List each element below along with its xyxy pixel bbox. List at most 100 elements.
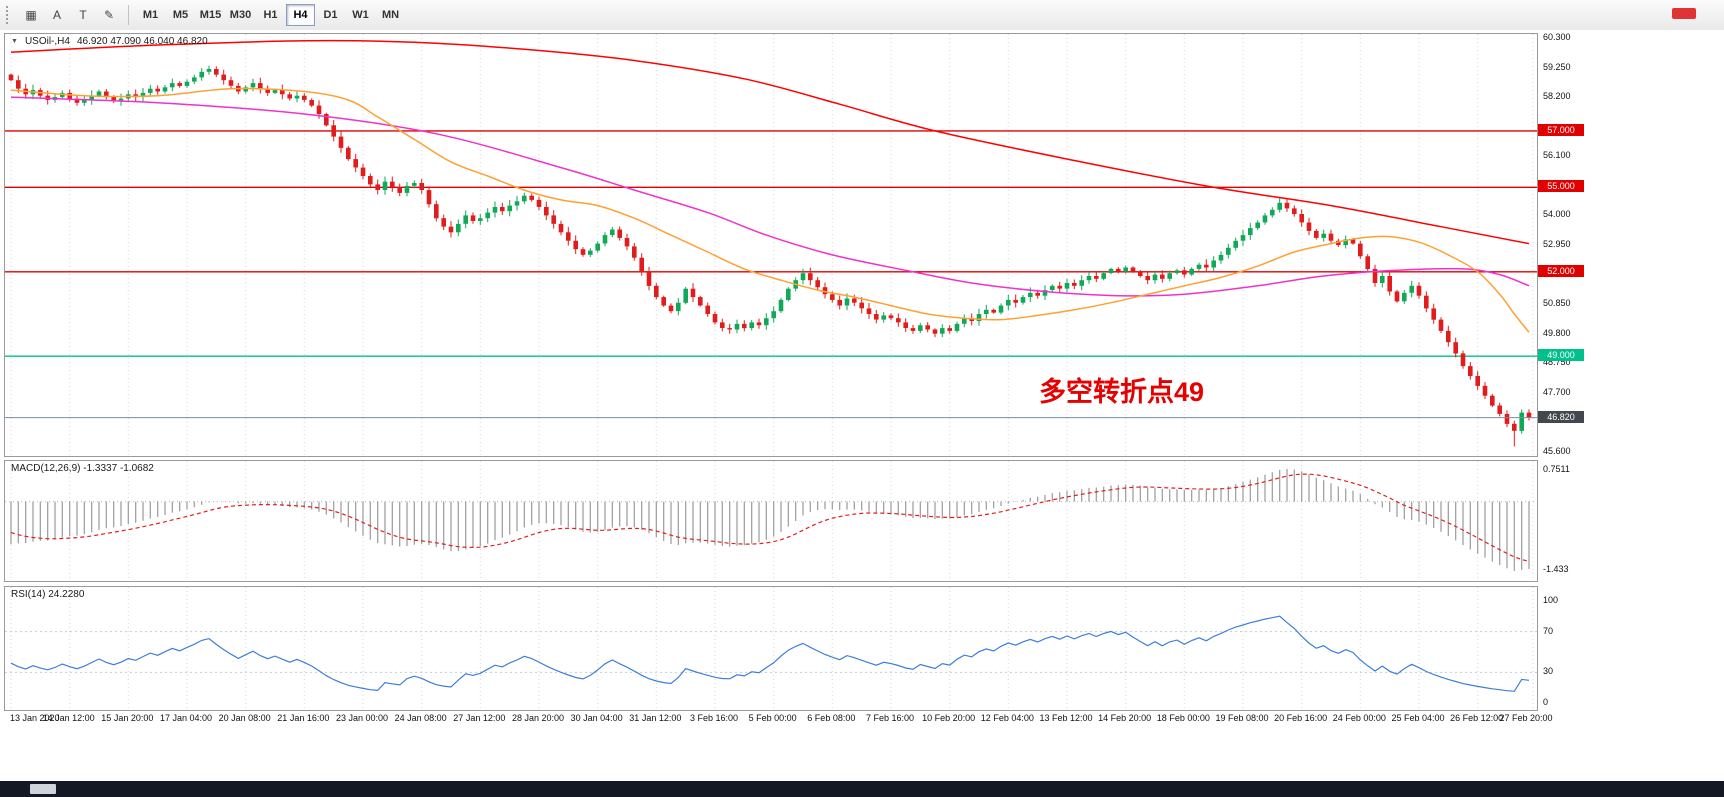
price-axis-label: 52.950: [1543, 239, 1571, 249]
macd-label-text: MACD(12,26,9) -1.3337 -1.0682: [11, 463, 154, 474]
time-axis-label: 18 Feb 00:00: [1156, 713, 1210, 723]
time-axis-label: 15 Jan 20:00: [101, 713, 154, 723]
time-axis-label: 26 Feb 12:00: [1450, 713, 1504, 723]
price-line-tag: 49.000: [1538, 349, 1584, 362]
time-axis-label: 30 Jan 04:00: [570, 713, 623, 723]
price-line-tag: 55.000: [1538, 180, 1584, 193]
time-axis-label: 12 Feb 04:00: [980, 713, 1034, 723]
time-axis-label: 28 Jan 20:00: [511, 713, 565, 723]
price-chart-canvas[interactable]: [5, 34, 1537, 456]
price-axis-label: 54.000: [1543, 209, 1571, 220]
chart-window: ▼ USOil-,H4 46.920 47.090 46.040 46.820 …: [0, 30, 1724, 781]
gridlines: [10, 587, 1534, 710]
rsi-canvas[interactable]: [5, 587, 1537, 710]
price-axis-label: 45.600: [1543, 446, 1571, 456]
timeframe-button-m1[interactable]: M1: [142, 9, 159, 21]
price-axis: 60.300 59.250 58.200 56.100 54.000 52.950 50.8…: [1538, 30, 1724, 781]
time-axis-label: 25 Feb 04:00: [1391, 713, 1445, 723]
ma-medium-line: [10, 96, 1530, 297]
toolbar: ▦ A T ✎ M1 M5 M15 M30 H1 H4 D1 W1 MN: [0, 0, 1724, 31]
notification-icon: [1672, 8, 1696, 19]
time-axis-label: 10 Feb 20:00: [922, 713, 976, 723]
time-axis-label: 5 Feb 00:00: [748, 713, 797, 723]
time-axis-label: 17 Jan 04:00: [159, 713, 213, 723]
price-axis-label: 60.300: [1543, 32, 1571, 42]
rsi-axis-label: 70: [1543, 625, 1554, 636]
rsi-label: RSI(14) 24.2280: [11, 589, 84, 600]
price-axis-label: 49.800: [1543, 327, 1571, 338]
gridlines: [10, 34, 1534, 456]
candlestick-series: [8, 65, 1532, 447]
time-axis-label: 23 Jan 00:00: [335, 713, 389, 723]
ma-slow-line: [10, 39, 1530, 245]
time-axis-label: 13 Feb 12:00: [1039, 713, 1093, 723]
text-tool-icon[interactable]: T: [79, 8, 87, 22]
time-axis-label: 31 Jan 12:00: [629, 713, 682, 723]
time-axis-label: 27 Feb 20:00: [1499, 713, 1553, 723]
time-axis-label: 27 Jan 12:00: [453, 713, 506, 723]
macd-histogram: [10, 469, 1530, 571]
font-label-icon[interactable]: A: [52, 8, 61, 22]
tile-windows-icon[interactable]: ▦: [25, 8, 37, 22]
macd-canvas[interactable]: [5, 461, 1537, 581]
time-axis-label: 24 Jan 08:00: [394, 713, 447, 723]
toolbar-divider: [128, 5, 129, 25]
price-axis-label: 56.100: [1543, 150, 1571, 161]
taskbar[interactable]: [0, 781, 1724, 797]
price-axis-label: 58.200: [1543, 91, 1571, 102]
rsi-indicator-panel: RSI(14) 24.2280: [4, 586, 1538, 711]
time-axis-label: 14 Jan 12:00: [42, 713, 95, 723]
timeframe-toolbar: M1 M5 M15 M30 H1 H4 D1 W1 MN: [136, 4, 405, 26]
timeframe-button-mn[interactable]: MN: [381, 9, 400, 21]
taskbar-item[interactable]: [30, 784, 56, 794]
price-axis-label: 48.750: [1543, 357, 1571, 368]
time-axis-label: 7 Feb 16:00: [865, 713, 915, 723]
chart-symbol-period: USOil-,H4: [24, 36, 70, 47]
rsi-label-text: RSI(14) 24.2280: [11, 589, 85, 600]
timeframe-button-h4[interactable]: H4: [286, 4, 315, 26]
draw-tools-icon[interactable]: ✎: [103, 8, 115, 22]
timeframe-button-m5[interactable]: M5: [172, 9, 189, 21]
horizontal-lines: [5, 130, 1537, 357]
time-axis-label: 20 Feb 16:00: [1274, 713, 1328, 723]
timeframe-button-d1[interactable]: D1: [323, 9, 338, 21]
ma-fast-line: [10, 87, 1530, 333]
time-axis-label: 3 Feb 16:00: [689, 713, 739, 723]
chart-ohlc-values: 46.920 47.090 46.040 46.820: [76, 36, 208, 47]
rsi-line: [10, 615, 1530, 692]
main-chart-panel: ▼ USOil-,H4 46.920 47.090 46.040 46.820 …: [4, 33, 1538, 457]
price-axis-label: 47.700: [1543, 386, 1571, 397]
timeframe-button-m15[interactable]: M15: [199, 9, 222, 21]
price-axis-label: 50.850: [1543, 298, 1571, 309]
rsi-axis-label: 30: [1543, 666, 1554, 677]
rsi-axis-label: 0: [1543, 697, 1549, 707]
time-axis-label: 24 Feb 00:00: [1332, 713, 1386, 723]
gridlines: [10, 461, 1534, 581]
macd-indicator-panel: MACD(12,26,9) -1.3337 -1.0682: [4, 460, 1538, 582]
rsi-axis-label: 100: [1543, 595, 1559, 605]
time-axis-label: 14 Feb 20:00: [1098, 713, 1152, 723]
chart-title: ▼ USOil-,H4 46.920 47.090 46.040 46.820: [11, 36, 208, 47]
price-axis-label: 59.250: [1543, 61, 1571, 72]
symbol-dropdown-icon[interactable]: ▼: [11, 38, 18, 45]
time-axis-label: 13 Jan 2020: [10, 713, 60, 723]
timeframe-button-m30[interactable]: M30: [229, 9, 252, 21]
annotation-text: 多空转折点49: [1039, 377, 1205, 407]
current-price-tag: 46.820: [1538, 410, 1584, 423]
toolbar-left-buttons: ▦ A T ✎: [19, 3, 121, 27]
time-axis-label: 6 Feb 08:00: [807, 713, 856, 723]
macd-axis-label: 0.7511: [1543, 464, 1570, 474]
time-axis-label: 20 Jan 08:00: [218, 713, 271, 723]
macd-signal-line: [10, 473, 1530, 562]
timeframe-button-h1[interactable]: H1: [263, 9, 278, 21]
timeframe-button-w1[interactable]: W1: [352, 9, 369, 21]
price-line-tag: 57.000: [1538, 123, 1584, 136]
macd-axis-label: -1.433: [1543, 564, 1569, 574]
time-axis-label: 21 Jan 16:00: [277, 713, 330, 723]
toolbar-grip-icon: [6, 6, 12, 24]
price-line-tag: 52.000: [1538, 264, 1584, 277]
macd-label: MACD(12,26,9) -1.3337 -1.0682: [11, 463, 154, 474]
time-axis: 13 Jan 2020 14 Jan 12:00 15 Jan 20:00 17 Ja…: [4, 712, 1553, 726]
time-axis-label: 19 Feb 08:00: [1215, 713, 1269, 723]
